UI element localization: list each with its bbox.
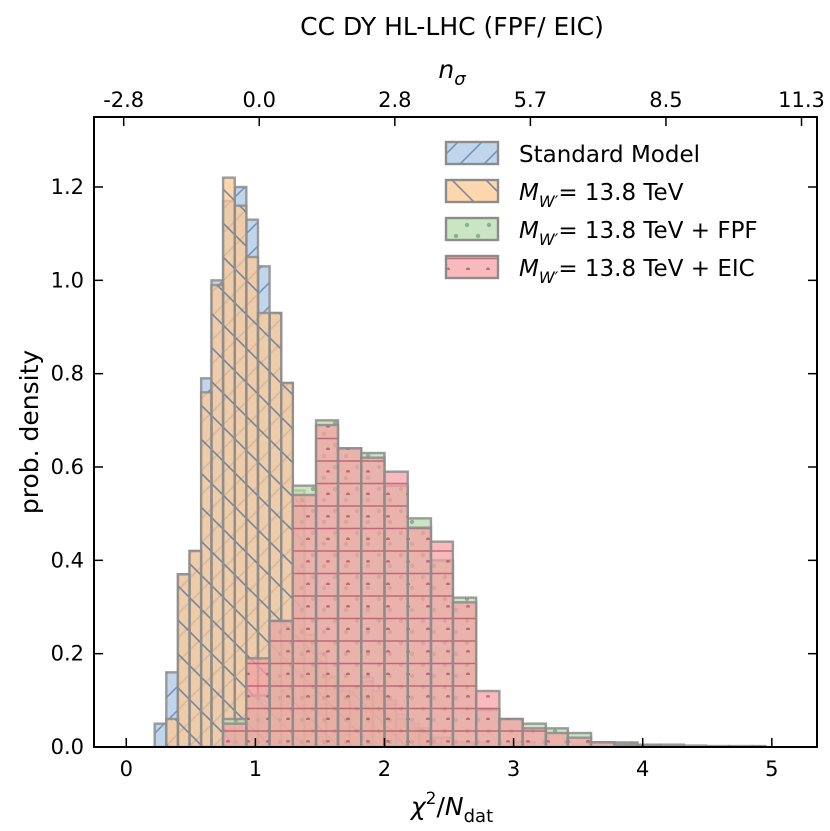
legend-item-sm: Standard Model xyxy=(444,140,700,168)
top-tick-label: 0.0 xyxy=(243,88,276,112)
y-axis-title: prob. density xyxy=(15,350,44,515)
legend-label: MW′= 13.8 TeV + FPF xyxy=(519,218,758,249)
chart-title: CC DY HL-LHC (FPF/ EIC) xyxy=(300,12,604,41)
x-tick-label: 3 xyxy=(507,757,520,781)
legend-label: MW′= 13.8 TeV + EIC xyxy=(519,256,755,287)
histogram-hatch-w xyxy=(154,177,557,747)
legend-swatch-border xyxy=(444,178,500,204)
y-tick-label: 1.0 xyxy=(51,268,84,292)
x-tick-label: 2 xyxy=(378,757,391,781)
legend-swatch-border xyxy=(444,254,500,280)
top-axis-title: nσ xyxy=(438,55,466,90)
top-tick-label: -2.8 xyxy=(103,88,144,112)
top-tick-label: 11.3 xyxy=(778,88,825,112)
y-tick-label: 1.2 xyxy=(51,175,84,199)
x-tick-label: 4 xyxy=(636,757,649,781)
plot-frame xyxy=(93,116,818,748)
y-tick-label: 0.0 xyxy=(51,735,84,759)
histogram-hatch-eic xyxy=(223,425,661,747)
legend-swatch-border xyxy=(444,216,500,242)
x-tick-label: 0 xyxy=(120,757,133,781)
top-tick-label: 8.5 xyxy=(649,88,682,112)
legend-item-eic: MW′= 13.8 TeV + EIC xyxy=(444,254,755,287)
y-tick-label: 0.6 xyxy=(51,455,84,479)
top-tick-label: 2.8 xyxy=(378,88,411,112)
top-tick-label: 5.7 xyxy=(514,88,547,112)
x-tick-label: 5 xyxy=(765,757,778,781)
legend-swatch-border xyxy=(444,140,500,166)
y-tick-label: 0.4 xyxy=(51,548,84,572)
y-tick-label: 0.8 xyxy=(51,362,84,386)
legend-item-w: MW′= 13.8 TeV xyxy=(444,178,684,211)
legend-item-fpf: MW′= 13.8 TeV + FPF xyxy=(444,216,758,249)
legend-label: Standard Model xyxy=(519,142,700,168)
legend: Standard Model MW′= 13.8 TeV MW′= 13.8 TeV… xyxy=(444,140,758,287)
x-axis-title: χ2/Ndat xyxy=(409,789,493,827)
x-tick-label: 1 xyxy=(249,757,262,781)
legend-label: MW′= 13.8 TeV xyxy=(519,180,684,211)
histogram-eic xyxy=(221,423,662,747)
y-tick-label: 0.2 xyxy=(51,642,84,666)
